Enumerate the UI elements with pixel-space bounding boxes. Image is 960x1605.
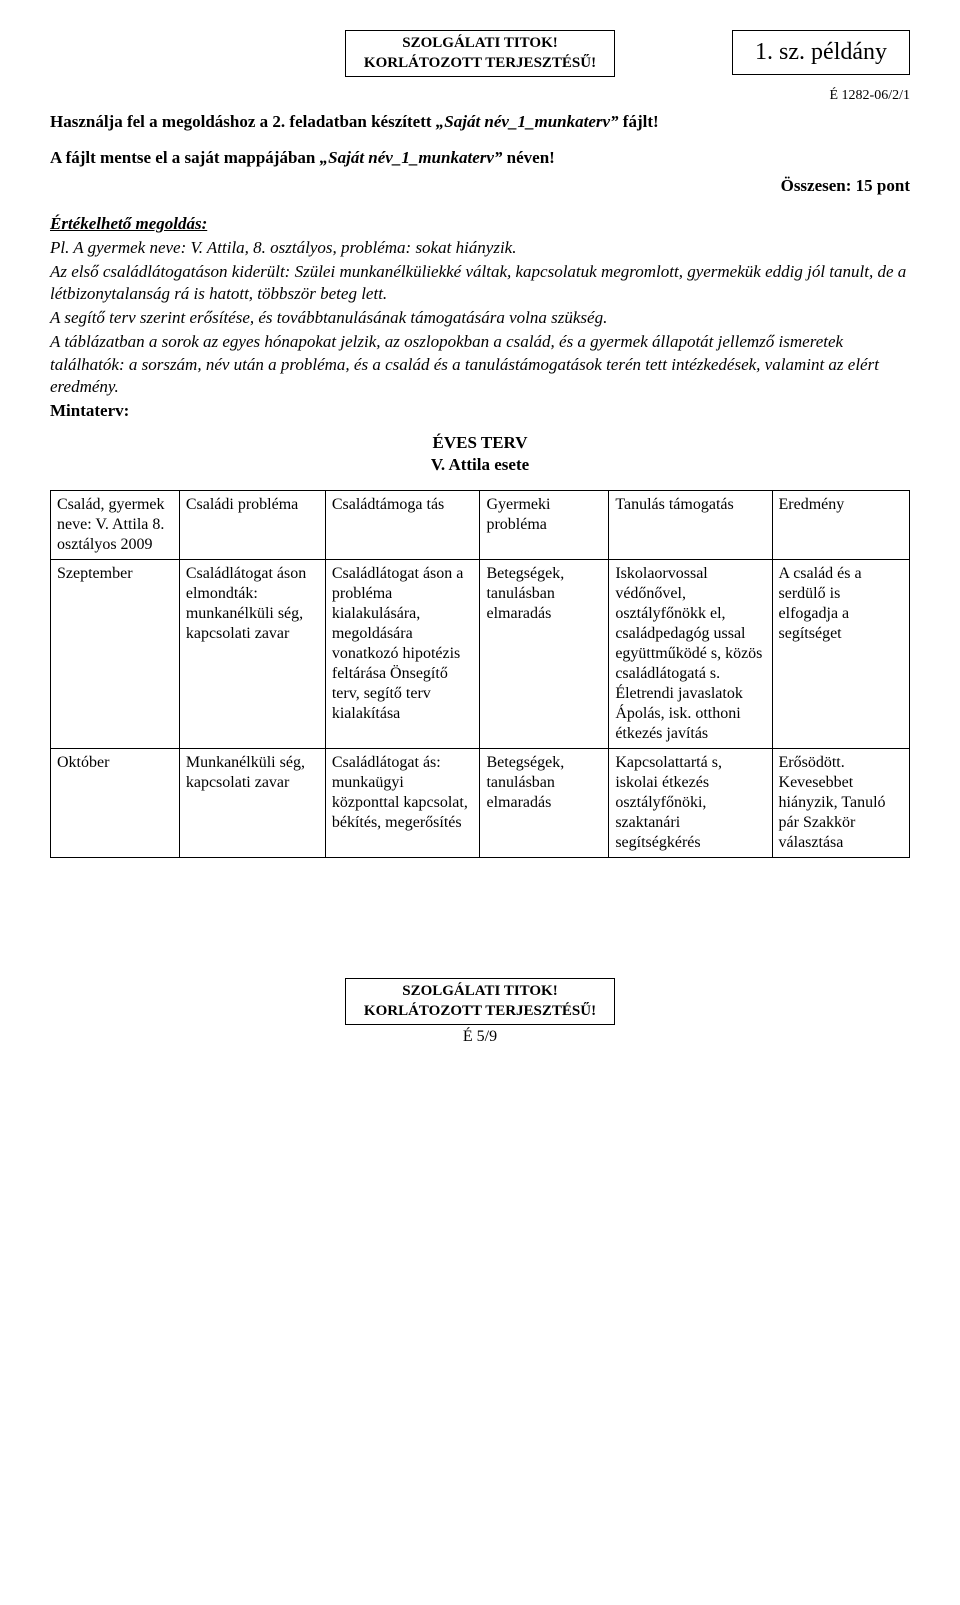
instruction-save: A fájlt mentse el a saját mappájában „Sa… [50,147,910,169]
instruction-use-suffix: fájlt! [619,112,659,131]
th-c4: Gyermeki probléma [480,491,609,560]
th-c5: Tanulás támogatás [609,491,772,560]
sep-c3: Családlátogat áson a probléma kialakulás… [325,560,480,749]
solution-line1: Pl. A gyermek neve: V. Attila, 8. osztál… [50,237,910,259]
th-c2: Családi probléma [179,491,325,560]
plan-table: Család, gyermek neve: V. Attila 8. osztá… [50,490,910,858]
sep-c6: A család és a serdülő is elfogadja a seg… [772,560,909,749]
table-row-september: Szeptember Családlátogat áson elmondták:… [51,560,910,749]
instruction-save-suffix: néven! [502,148,554,167]
top-header-row: SZOLGÁLATI TITOK! KORLÁTOZOTT TERJESZTÉS… [50,30,910,77]
oct-c5: Kapcsolattartá s, iskolai étkezés osztál… [609,749,772,858]
footer-line1: SZOLGÁLATI TITOK! [364,981,596,1001]
sep-c4: Betegségek, tanulásban elmaradás [480,560,609,749]
instruction-save-file: „Saját név_1_munkaterv” [320,148,503,167]
th-c6: Eredmény [772,491,909,560]
classification-box-top: SZOLGÁLATI TITOK! KORLÁTOZOTT TERJESZTÉS… [345,30,615,77]
footer-line2: KORLÁTOZOTT TERJESZTÉSŰ! [364,1001,596,1021]
th-c3: Családtámoga tás [325,491,480,560]
page-number: É 5/9 [50,1027,910,1048]
instruction-use: Használja fel a megoldáshoz a 2. feladat… [50,111,910,133]
classification-line1: SZOLGÁLATI TITOK! [364,33,596,53]
document-code: É 1282-06/2/1 [50,87,910,105]
solution-heading: Értékelhető megoldás: [50,213,910,235]
sep-c1: Szeptember [51,560,180,749]
sample-label: Mintaterv: [50,400,910,422]
solution-line4: A táblázatban a sorok az egyes hónapokat… [50,331,910,397]
copy-number-box: 1. sz. példány [732,30,910,75]
solution-line3: A segítő terv szerint erősítése, és tová… [50,307,910,329]
table-row-header: Család, gyermek neve: V. Attila 8. osztá… [51,491,910,560]
th-c1: Család, gyermek neve: V. Attila 8. osztá… [51,491,180,560]
total-points: Összesen: 15 pont [50,175,910,197]
instruction-use-file: „Saját név_1_munkaterv” [436,112,619,131]
sep-c2: Családlátogat áson elmondták: munkanélkü… [179,560,325,749]
yearly-plan-title: ÉVES TERV [50,432,910,454]
table-row-october: Október Munkanélküli ség, kapcsolati zav… [51,749,910,858]
oct-c6: Erősödött. Kevesebbet hiányzik, Tanuló p… [772,749,909,858]
instruction-save-prefix: A fájlt mentse el a saját mappájában [50,148,320,167]
footer: SZOLGÁLATI TITOK! KORLÁTOZOTT TERJESZTÉS… [50,978,910,1047]
classification-box-bottom: SZOLGÁLATI TITOK! KORLÁTOZOTT TERJESZTÉS… [345,978,615,1025]
instruction-use-prefix: Használja fel a megoldáshoz a 2. feladat… [50,112,436,131]
classification-line2: KORLÁTOZOTT TERJESZTÉSŰ! [364,53,596,73]
solution-line2: Az első családlátogatáson kiderült: Szül… [50,261,910,305]
sep-c5: Iskolaorvossal védőnővel, osztályfőnökk … [609,560,772,749]
oct-c2: Munkanélküli ség, kapcsolati zavar [179,749,325,858]
oct-c3: Családlátogat ás: munkaügyi központtal k… [325,749,480,858]
oct-c4: Betegségek, tanulásban elmaradás [480,749,609,858]
oct-c1: Október [51,749,180,858]
case-title: V. Attila esete [50,454,910,476]
